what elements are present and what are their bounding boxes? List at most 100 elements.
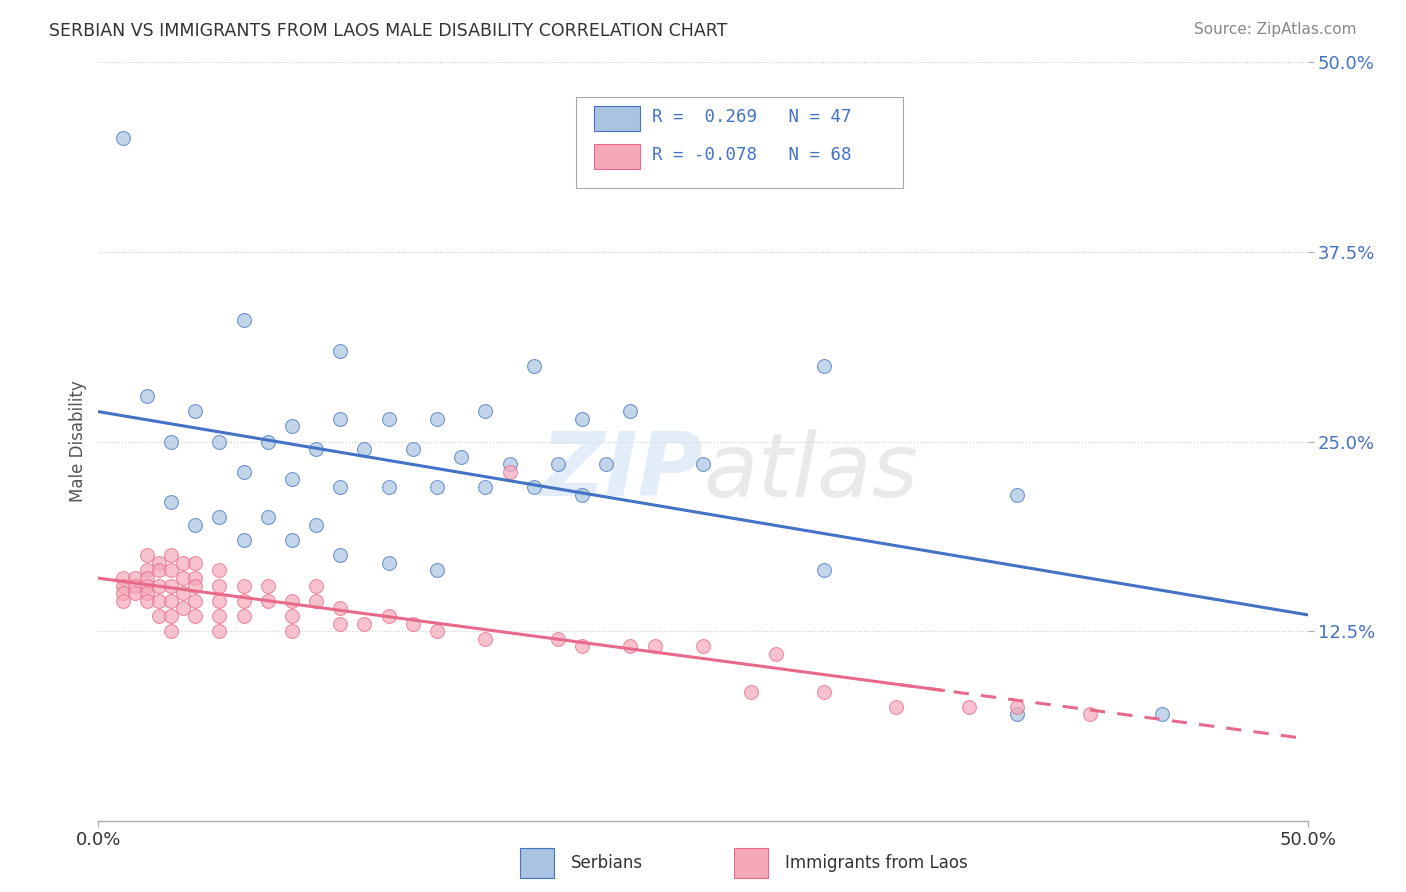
Point: [208, 434, 231, 449]
Point: [353, 442, 375, 457]
Point: [692, 458, 714, 472]
Bar: [520, 848, 554, 878]
Point: [184, 571, 207, 585]
Point: [148, 564, 170, 578]
Point: [184, 608, 207, 623]
Point: [595, 458, 617, 472]
Point: [644, 639, 666, 653]
Point: [474, 480, 496, 494]
Point: [135, 564, 157, 578]
Point: [619, 404, 641, 418]
FancyBboxPatch shape: [576, 96, 903, 187]
Text: ZIP: ZIP: [540, 428, 703, 516]
Point: [474, 632, 496, 646]
Point: [571, 487, 593, 501]
Text: Serbians: Serbians: [571, 854, 643, 872]
Point: [135, 586, 157, 600]
Point: [523, 480, 546, 494]
Point: [160, 564, 183, 578]
Point: [450, 450, 472, 464]
Point: [208, 624, 231, 639]
Point: [232, 313, 254, 327]
Point: [135, 594, 157, 608]
Point: [160, 579, 183, 593]
Point: [281, 473, 304, 487]
Point: [281, 608, 304, 623]
Point: [232, 579, 254, 593]
Point: [377, 480, 399, 494]
Point: [208, 510, 231, 524]
Point: [160, 594, 183, 608]
Point: [172, 571, 194, 585]
Point: [232, 594, 254, 608]
Text: atlas: atlas: [703, 429, 918, 515]
Point: [160, 608, 183, 623]
Point: [426, 480, 449, 494]
Point: [160, 548, 183, 563]
Point: [111, 131, 134, 145]
Point: [111, 579, 134, 593]
Point: [377, 556, 399, 570]
Point: [402, 616, 425, 631]
Point: [329, 548, 352, 563]
Bar: [595, 145, 640, 169]
Point: [135, 579, 157, 593]
Point: [256, 510, 278, 524]
Point: [1078, 707, 1101, 722]
Point: [135, 548, 157, 563]
Text: R = -0.078   N = 68: R = -0.078 N = 68: [652, 146, 852, 164]
Point: [813, 359, 835, 373]
Point: [547, 632, 569, 646]
Bar: [595, 106, 640, 130]
Point: [281, 533, 304, 548]
Point: [619, 639, 641, 653]
Point: [1007, 699, 1029, 714]
Text: Immigrants from Laos: Immigrants from Laos: [785, 854, 967, 872]
Point: [124, 586, 146, 600]
Point: [281, 624, 304, 639]
Point: [886, 699, 908, 714]
Point: [160, 434, 183, 449]
Bar: [734, 848, 768, 878]
Point: [256, 579, 278, 593]
Point: [172, 556, 194, 570]
Point: [571, 412, 593, 426]
Point: [184, 404, 207, 418]
Point: [184, 594, 207, 608]
Point: [160, 495, 183, 509]
Point: [208, 579, 231, 593]
Point: [232, 465, 254, 479]
Point: [208, 564, 231, 578]
Point: [160, 624, 183, 639]
Point: [148, 594, 170, 608]
Point: [329, 601, 352, 615]
Point: [377, 608, 399, 623]
Point: [208, 608, 231, 623]
Point: [1007, 487, 1029, 501]
Point: [111, 586, 134, 600]
Point: [184, 556, 207, 570]
Point: [281, 594, 304, 608]
Y-axis label: Male Disability: Male Disability: [69, 381, 87, 502]
Point: [305, 442, 328, 457]
Point: [329, 343, 352, 358]
Point: [329, 616, 352, 631]
Point: [474, 404, 496, 418]
Text: Source: ZipAtlas.com: Source: ZipAtlas.com: [1194, 22, 1357, 37]
Text: SERBIAN VS IMMIGRANTS FROM LAOS MALE DISABILITY CORRELATION CHART: SERBIAN VS IMMIGRANTS FROM LAOS MALE DIS…: [49, 22, 727, 40]
Point: [148, 608, 170, 623]
Point: [426, 624, 449, 639]
Point: [329, 412, 352, 426]
Point: [426, 564, 449, 578]
Point: [148, 556, 170, 570]
Point: [172, 601, 194, 615]
Point: [377, 412, 399, 426]
Point: [765, 647, 787, 661]
Point: [135, 571, 157, 585]
Point: [813, 685, 835, 699]
Point: [402, 442, 425, 457]
Point: [111, 571, 134, 585]
Point: [124, 579, 146, 593]
Point: [184, 517, 207, 532]
Point: [813, 564, 835, 578]
